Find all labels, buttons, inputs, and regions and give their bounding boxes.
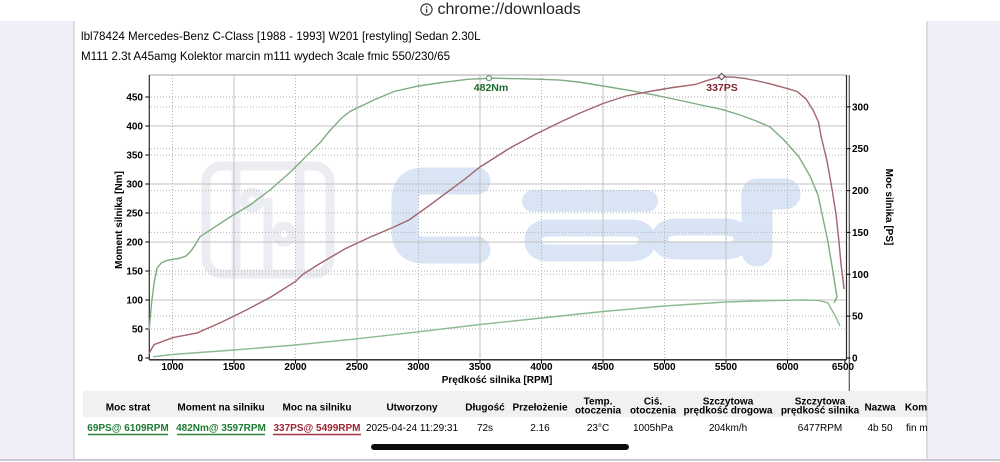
svg-text:Temp.: Temp.: [584, 397, 613, 408]
svg-text:6500: 6500: [832, 362, 855, 373]
svg-text:350: 350: [126, 151, 143, 162]
svg-text:Moment na silniku: Moment na silniku: [177, 403, 264, 414]
svg-text:Utworzony: Utworzony: [386, 403, 438, 414]
svg-text:72s: 72s: [477, 423, 493, 434]
svg-text:1000: 1000: [161, 362, 184, 373]
svg-text:Długość: Długość: [465, 403, 505, 414]
svg-text:300: 300: [852, 102, 869, 113]
svg-text:50: 50: [852, 312, 864, 323]
svg-text:4b 50: 4b 50: [867, 423, 892, 434]
svg-text:5500: 5500: [715, 362, 738, 373]
svg-text:100: 100: [126, 296, 143, 307]
svg-text:fin m: fin m: [906, 423, 928, 434]
svg-text:Moc silnika [PS]: Moc silnika [PS]: [883, 169, 894, 246]
svg-text:Prędkość silnika [RPM]: Prędkość silnika [RPM]: [442, 375, 553, 386]
svg-text:0: 0: [137, 354, 143, 365]
svg-text:450: 450: [126, 93, 143, 104]
svg-text:23°C: 23°C: [587, 423, 609, 434]
svg-text:150: 150: [126, 267, 143, 278]
svg-text:2.16: 2.16: [530, 423, 550, 434]
svg-text:6477RPM: 6477RPM: [798, 423, 842, 434]
svg-text:482Nm: 482Nm: [474, 82, 508, 94]
svg-text:3000: 3000: [407, 362, 430, 373]
svg-text:1005hPa: 1005hPa: [633, 423, 673, 434]
svg-text:Moc strat: Moc strat: [106, 403, 151, 414]
svg-text:5000: 5000: [653, 362, 676, 373]
svg-text:Szczytowa: Szczytowa: [703, 397, 754, 408]
svg-text:100: 100: [852, 270, 869, 281]
svg-text:1500: 1500: [223, 362, 246, 373]
svg-text:Kom: Kom: [905, 403, 927, 414]
svg-text:50: 50: [132, 325, 144, 336]
svg-text:6000: 6000: [776, 362, 799, 373]
svg-text:337PS@ 5499RPM: 337PS@ 5499RPM: [273, 423, 360, 434]
svg-text:300: 300: [126, 180, 143, 191]
svg-text:400: 400: [126, 122, 143, 133]
svg-text:Ciś.: Ciś.: [644, 397, 663, 408]
svg-text:250: 250: [126, 209, 143, 220]
svg-text:Przełożenie: Przełożenie: [512, 403, 567, 414]
svg-text:2025-04-24 11:29:31: 2025-04-24 11:29:31: [366, 423, 459, 434]
svg-text:Szczytowa: Szczytowa: [795, 397, 846, 408]
svg-text:otoczenia: otoczenia: [575, 406, 622, 417]
svg-text:337PS: 337PS: [706, 82, 738, 94]
svg-text:250: 250: [852, 144, 869, 155]
svg-text:4000: 4000: [530, 362, 553, 373]
svg-text:69PS@ 6109RPM: 69PS@ 6109RPM: [87, 423, 168, 434]
svg-text:0: 0: [852, 354, 858, 365]
svg-text:482Nm@ 3597RPM: 482Nm@ 3597RPM: [176, 423, 266, 434]
svg-text:prędkość silnika: prędkość silnika: [781, 406, 860, 417]
svg-text:Moc na silniku: Moc na silniku: [283, 403, 352, 414]
svg-text:otoczenia: otoczenia: [630, 406, 677, 417]
svg-text:204km/h: 204km/h: [709, 423, 747, 434]
svg-text:Nazwa: Nazwa: [864, 403, 896, 414]
svg-text:2500: 2500: [346, 362, 369, 373]
svg-text:200: 200: [126, 238, 143, 249]
svg-text:150: 150: [852, 228, 869, 239]
svg-text:4500: 4500: [592, 362, 615, 373]
svg-text:200: 200: [852, 186, 869, 197]
svg-text:Moment silnika [Nm]: Moment silnika [Nm]: [114, 171, 125, 269]
svg-text:3500: 3500: [469, 362, 492, 373]
svg-text:2000: 2000: [284, 362, 307, 373]
svg-text:prędkość drogowa: prędkość drogowa: [684, 406, 773, 417]
